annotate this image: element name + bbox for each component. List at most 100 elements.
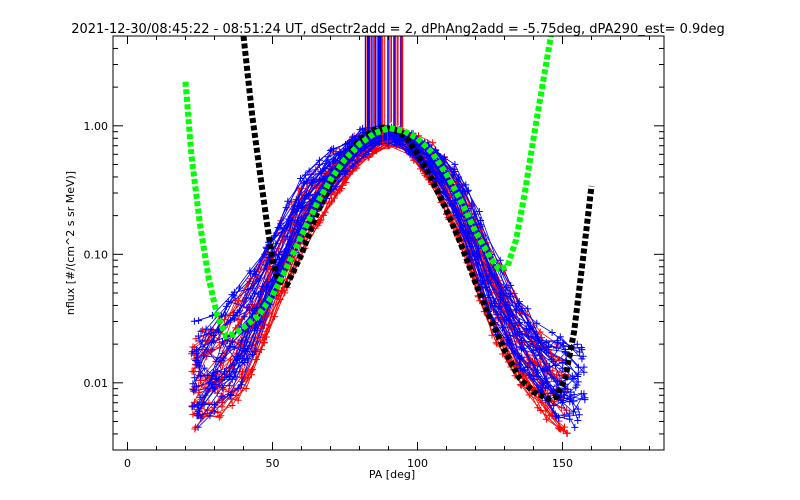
data-point-marker [305, 167, 313, 175]
data-point-marker [371, 139, 379, 146]
data-point-marker [494, 314, 502, 322]
data-point-marker [556, 333, 564, 341]
data-point-marker [224, 336, 232, 344]
series-line [196, 142, 580, 419]
data-point-marker [468, 247, 476, 255]
y-tick-label: 1.00 [84, 120, 109, 133]
data-point-marker [276, 295, 284, 303]
data-point-marker [482, 284, 490, 292]
data-point-marker [321, 165, 329, 173]
data-point-marker [471, 210, 479, 218]
x-tick-label: 150 [552, 457, 573, 470]
data-point-marker [218, 393, 226, 401]
data-point-marker [315, 156, 323, 164]
data-point-marker [230, 343, 238, 351]
data-point-marker [247, 367, 255, 375]
data-point-marker [440, 189, 448, 197]
data-point-marker [188, 402, 196, 410]
data-point-marker [228, 395, 236, 403]
data-point-marker [429, 139, 437, 147]
data-point-marker [451, 160, 459, 168]
data-point-marker [246, 306, 254, 314]
data-point-marker [263, 283, 271, 291]
data-point-marker [537, 383, 545, 391]
data-point-marker [506, 308, 514, 316]
data-point-marker [200, 364, 208, 372]
data-point-marker [504, 339, 512, 347]
data-point-marker [580, 390, 588, 398]
plot-area [182, 36, 595, 437]
data-point-marker [516, 343, 524, 351]
data-point-marker [574, 417, 582, 424]
data-point-marker [516, 318, 524, 326]
data-point-marker [517, 364, 524, 372]
data-point-marker [211, 385, 219, 393]
model-curve-green [182, 36, 554, 340]
data-point-marker [247, 269, 255, 277]
data-point-marker [552, 412, 560, 420]
data-point-marker [189, 410, 197, 418]
data-point-marker [322, 157, 330, 165]
data-point-marker [220, 354, 228, 362]
data-point-marker [314, 221, 322, 229]
data-point-marker [246, 294, 254, 302]
data-point-marker [208, 346, 216, 354]
data-point-marker [197, 327, 205, 335]
y-tick-label: 0.01 [84, 377, 109, 390]
y-axis-label: nflux [#/(cm^2 s sr MeV)] [64, 171, 77, 315]
data-point-marker [342, 140, 349, 148]
data-point-marker [225, 382, 233, 390]
data-point-marker [198, 326, 206, 334]
data-point-marker [338, 181, 346, 189]
data-point-marker [485, 267, 493, 275]
series-line [197, 141, 570, 420]
data-point-marker [353, 164, 361, 172]
data-point-marker [228, 291, 236, 299]
data-point-marker [303, 192, 311, 199]
data-point-marker [518, 330, 526, 338]
data-point-marker [256, 318, 264, 326]
data-point-marker [496, 256, 504, 264]
data-point-marker [227, 390, 235, 398]
data-point-marker [221, 374, 229, 381]
data-point-marker [578, 355, 586, 363]
data-point-marker [534, 404, 542, 412]
data-point-marker [226, 367, 233, 375]
data-point-marker [575, 411, 583, 419]
data-point-marker [257, 346, 265, 354]
data-point-marker [233, 357, 240, 364]
data-point-marker [532, 330, 540, 338]
data-point-marker [242, 385, 250, 392]
data-point-marker [203, 371, 211, 379]
data-point-marker [196, 393, 204, 401]
data-point-marker [217, 412, 225, 420]
data-point-marker [336, 187, 344, 195]
data-point-marker [558, 404, 566, 412]
data-point-marker [354, 157, 362, 165]
data-point-marker [550, 402, 558, 410]
data-point-marker [292, 196, 300, 204]
data-point-marker [360, 152, 368, 160]
data-point-marker [542, 339, 550, 346]
data-point-marker [287, 217, 295, 224]
data-point-marker [440, 154, 448, 161]
data-point-marker [365, 147, 373, 155]
data-point-marker [578, 346, 586, 354]
data-point-marker [194, 332, 202, 340]
data-point-marker [455, 173, 463, 181]
data-point-marker [188, 348, 196, 356]
data-point-marker [573, 340, 581, 348]
data-point-marker [328, 145, 336, 153]
data-point-marker [528, 338, 536, 345]
data-point-marker [566, 415, 574, 423]
data-point-marker [215, 413, 223, 421]
data-point-marker [561, 423, 568, 431]
data-point-marker [512, 349, 520, 357]
data-point-marker [324, 153, 332, 161]
data-point-marker [507, 281, 515, 289]
data-point-marker [571, 423, 579, 431]
data-point-marker [484, 277, 491, 285]
data-point-marker [230, 361, 238, 369]
data-point-marker [284, 215, 292, 223]
data-point-marker [542, 415, 550, 423]
